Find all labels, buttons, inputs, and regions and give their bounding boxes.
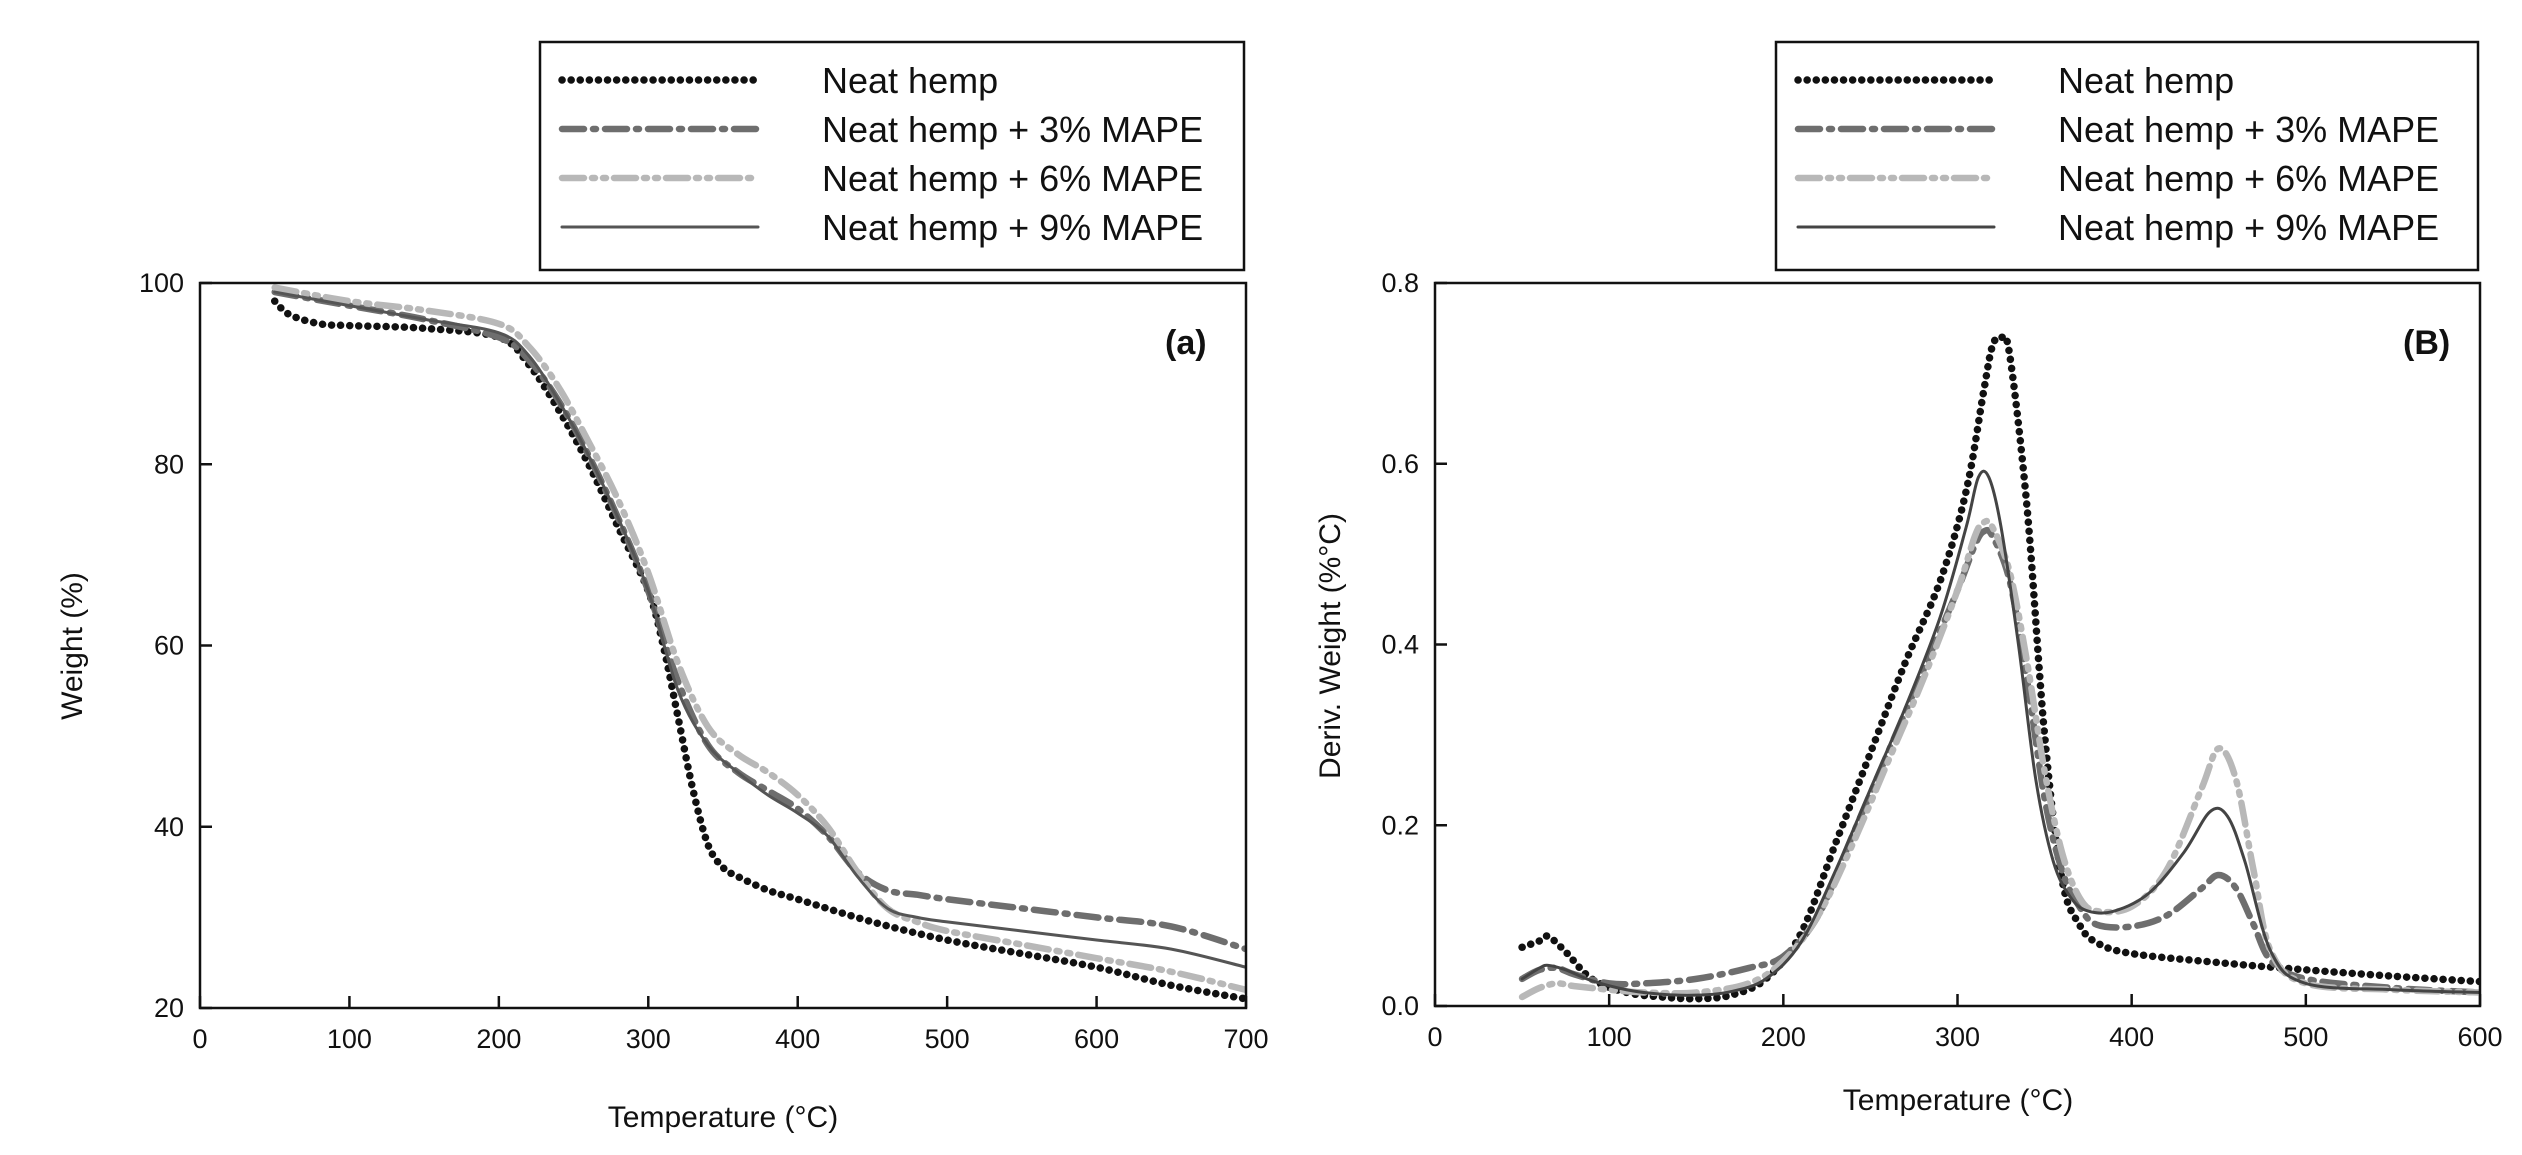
x-tick-label: 200 [476, 1024, 521, 1054]
panel-b-y-axis-title: Deriv. Weight (%°C) [1314, 513, 1347, 779]
panel-b-plot-frame [1433, 281, 2482, 1008]
series-line-4 [273, 290, 1246, 969]
y-tick-label: 60 [154, 631, 184, 661]
panel-a-y-axis-title: Weight (%) [56, 572, 89, 720]
legend-entry-label: Neat hemp + 3% MAPE [2058, 109, 2439, 150]
panel-a-label: (a) [1165, 324, 1207, 362]
legend-entry-label: Neat hemp + 3% MAPE [822, 109, 1203, 150]
panel-a-legend: Neat hemp Neat hemp + 3% MAPE Neat hemp + … [538, 40, 1246, 272]
x-tick-label: 500 [925, 1024, 970, 1054]
x-tick-label: 400 [775, 1024, 820, 1054]
y-tick-label: 80 [154, 449, 184, 479]
x-tick-label: 300 [1935, 1022, 1980, 1052]
panel-a-x-axis-title: Temperature (°C) [608, 1101, 838, 1134]
panel-b-legend: Neat hemp Neat hemp + 3% MAPE Neat hemp + … [1774, 40, 2480, 272]
panel-b-derivative-chart: 0 100 200 300 400 500 600 0.00.20.40.60.8 (B) … [1314, 40, 2503, 1117]
series-line-2 [1518, 526, 2480, 996]
legend-entry-label: Neat hemp + 6% MAPE [822, 158, 1203, 199]
panel-b-legend-entries: Neat hemp Neat hemp + 3% MAPE Neat hemp + … [1794, 60, 2439, 248]
legend-entry-label: Neat hemp [2058, 60, 2234, 101]
x-tick-label: 600 [2457, 1022, 2502, 1052]
y-tick-label: 0.8 [1381, 268, 1419, 298]
series-line-1 [270, 297, 1246, 1003]
x-tick-label: 0 [192, 1024, 207, 1054]
x-tick-label: 700 [1223, 1024, 1268, 1054]
panel-a-series [270, 284, 1246, 1003]
panel-b-series [1518, 332, 2480, 1003]
legend-entry-label: Neat hemp + 6% MAPE [2058, 158, 2439, 199]
y-tick-label: 0.4 [1381, 630, 1419, 660]
panel-b-y-ticks: 0.0 0.2 0.4 0.6 0.8 [1381, 268, 1447, 1021]
y-tick-label: 40 [154, 812, 184, 842]
series-line-1 [1518, 332, 2480, 1003]
x-tick-label: 400 [2109, 1022, 2154, 1052]
y-tick-label: 0.2 [1381, 810, 1419, 840]
panel-a-legend-box [538, 40, 1246, 272]
x-tick-label: 500 [2283, 1022, 2328, 1052]
series-line-3 [1518, 517, 2480, 1001]
y-tick-label: 0.6 [1381, 449, 1419, 479]
panel-a-plot-frame [198, 281, 1248, 1010]
x-tick-label: 100 [1587, 1022, 1632, 1052]
series-line-2 [271, 288, 1246, 953]
y-tick-label: 100 [139, 268, 184, 298]
y-tick-label: 20 [154, 993, 184, 1023]
panel-b-label: (B) [2403, 324, 2450, 362]
panel-a-y-ticks: 20 40 60 80 100 [139, 268, 212, 1023]
panel-b-legend-box [1774, 40, 2480, 272]
x-tick-label: 200 [1761, 1022, 1806, 1052]
panel-a-weight-chart: 0 100 200 300 400 500 600 700 20 40 60 80 100 (a) T… [56, 40, 1269, 1134]
x-tick-label: 300 [626, 1024, 671, 1054]
y-tick-label: 0.0 [1381, 991, 1419, 1021]
x-tick-label: 600 [1074, 1024, 1119, 1054]
panel-b-x-axis-title: Temperature (°C) [1843, 1084, 2073, 1117]
x-tick-label: 100 [327, 1024, 372, 1054]
legend-entry-label: Neat hemp [822, 60, 998, 101]
legend-entry-label: Neat hemp + 9% MAPE [822, 207, 1203, 248]
panel-a-legend-entries: Neat hemp Neat hemp + 3% MAPE Neat hemp + … [558, 60, 1203, 248]
x-tick-label: 0 [1427, 1022, 1442, 1052]
series-line-3 [271, 284, 1246, 994]
panel-b-x-ticks: 0 100 200 300 400 500 600 [1427, 994, 2503, 1052]
panel-a-x-ticks: 0 100 200 300 400 500 600 700 [192, 996, 1269, 1054]
legend-entry-label: Neat hemp + 9% MAPE [2058, 207, 2439, 248]
series-line-4 [1520, 469, 2480, 997]
